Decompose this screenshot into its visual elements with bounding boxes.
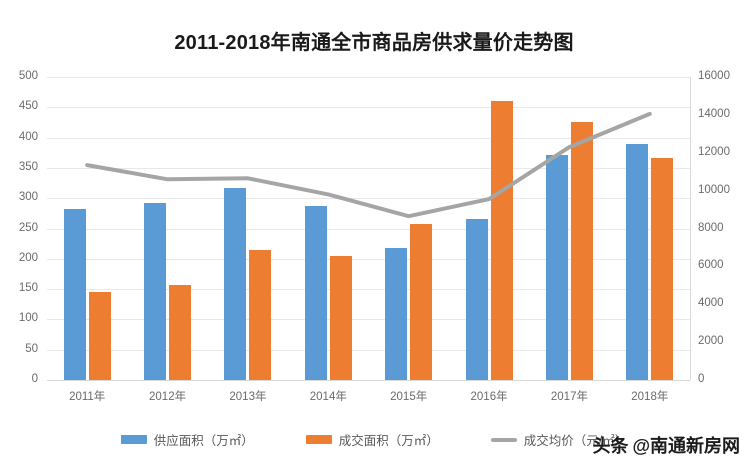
gridline bbox=[47, 258, 690, 260]
legend-item[interactable]: 成交面积（万㎡） bbox=[305, 430, 439, 449]
x-axis-tick: 2017年 bbox=[550, 391, 588, 403]
y-axis-right-tick: 10000 bbox=[698, 183, 730, 196]
y-axis-right-tick: 16000 bbox=[698, 70, 730, 82]
watermark-text: @南通新房网 bbox=[632, 436, 740, 456]
y-axis-left-tick: 500 bbox=[18, 70, 38, 82]
legend-swatch-icon bbox=[305, 435, 332, 444]
legend-label: 供应面积（万㎡） bbox=[153, 434, 254, 448]
y-axis-right-tick: 12000 bbox=[698, 145, 730, 158]
bar-supply bbox=[63, 209, 86, 380]
y-axis-right-tick: 8000 bbox=[698, 221, 724, 234]
y-axis-left-tick: 250 bbox=[18, 221, 38, 234]
bar-deal bbox=[490, 101, 513, 380]
legend-swatch-icon bbox=[490, 437, 517, 442]
x-axis-tick: 2014年 bbox=[309, 391, 347, 403]
y-axis-left-tick: 0 bbox=[31, 373, 38, 385]
y-axis-left-tick: 150 bbox=[18, 282, 38, 295]
toutiao-icon: 头条 bbox=[592, 436, 629, 456]
gridline bbox=[47, 380, 690, 381]
y-axis-right-tick: 14000 bbox=[698, 107, 730, 120]
legend-item[interactable]: 供应面积（万㎡） bbox=[120, 430, 254, 449]
x-axis-tick: 2011年 bbox=[69, 391, 106, 403]
plot-area bbox=[47, 77, 691, 381]
legend-label: 成交面积（万㎡） bbox=[338, 434, 439, 448]
y-axis-left-tick: 100 bbox=[18, 312, 38, 325]
gridline bbox=[47, 137, 690, 139]
bar-supply bbox=[465, 218, 488, 380]
x-axis-tick: 2012年 bbox=[149, 391, 187, 403]
x-axis-tick: 2013年 bbox=[229, 391, 267, 403]
watermark: 头条 @南通新房网 bbox=[592, 432, 740, 458]
right-axis-line bbox=[690, 77, 691, 380]
bar-supply bbox=[304, 206, 327, 380]
bar-deal bbox=[410, 223, 433, 380]
legend-item[interactable]: 成交均价（元/㎡） bbox=[490, 430, 628, 449]
bar-deal bbox=[329, 256, 352, 380]
gridline bbox=[47, 167, 690, 169]
y-axis-left-tick: 350 bbox=[18, 160, 38, 173]
bar-supply bbox=[144, 203, 167, 380]
chart-title: 2011-2018年南通全市商品房供求量价走势图 bbox=[174, 32, 574, 54]
gridline bbox=[47, 319, 690, 321]
gridline bbox=[47, 228, 690, 230]
legend-label: 成交均价（元/㎡） bbox=[523, 434, 628, 448]
gridline bbox=[47, 198, 690, 200]
y-axis-right-tick: 4000 bbox=[698, 297, 724, 310]
gridline bbox=[47, 349, 690, 351]
bar-deal bbox=[88, 292, 111, 380]
y-axis-right-tick: 0 bbox=[698, 373, 705, 385]
y-axis-left-tick: 50 bbox=[25, 342, 38, 355]
gridline bbox=[47, 107, 690, 109]
chart-legend: 供应面积（万㎡） 成交面积（万㎡） 成交均价（元/㎡） bbox=[0, 430, 748, 449]
y-axis-left-tick: 300 bbox=[18, 191, 38, 204]
x-axis-tick: 2015年 bbox=[390, 391, 428, 403]
bar-supply bbox=[224, 187, 247, 380]
bar-deal bbox=[249, 250, 272, 380]
x-axis-tick: 2018年 bbox=[631, 391, 669, 403]
x-axis-tick: 2016年 bbox=[470, 391, 508, 403]
bar-supply bbox=[545, 154, 568, 380]
bar-supply bbox=[626, 143, 649, 380]
legend-swatch-icon bbox=[120, 435, 147, 444]
gridline bbox=[47, 77, 690, 78]
y-axis-right-tick: 2000 bbox=[698, 335, 724, 348]
y-axis-left-tick: 200 bbox=[18, 251, 38, 264]
y-axis-left-tick: 400 bbox=[18, 130, 38, 143]
y-axis-left-tick: 450 bbox=[18, 100, 38, 113]
bar-deal bbox=[570, 121, 593, 380]
gridline bbox=[47, 289, 690, 291]
bar-deal bbox=[651, 158, 674, 380]
bar-supply bbox=[385, 247, 408, 380]
bar-deal bbox=[169, 284, 192, 380]
y-axis-right-tick: 6000 bbox=[698, 259, 724, 272]
